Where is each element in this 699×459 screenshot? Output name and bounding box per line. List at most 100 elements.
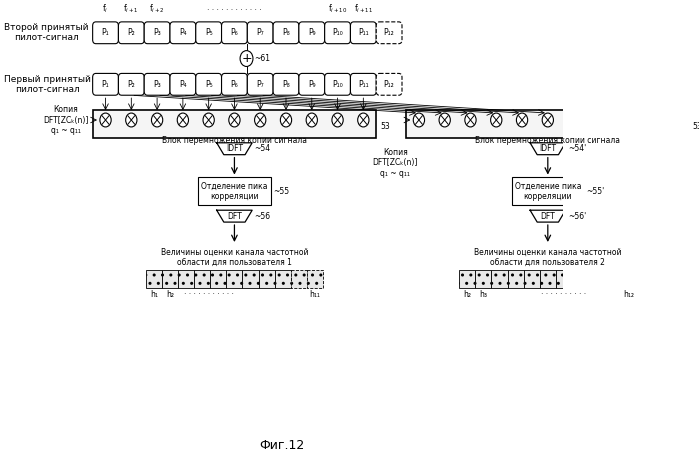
FancyBboxPatch shape (299, 22, 324, 44)
Text: IDFT: IDFT (540, 144, 556, 153)
Circle shape (100, 113, 111, 127)
FancyBboxPatch shape (376, 22, 402, 44)
Bar (512, 178, 584, 205)
Text: Отделение пика
корреляции: Отделение пика корреляции (514, 182, 581, 201)
Circle shape (332, 113, 343, 127)
Text: Блок перемножения копии сигнала: Блок перемножения копии сигнала (475, 136, 620, 145)
Text: P₅: P₅ (205, 28, 212, 37)
FancyBboxPatch shape (247, 73, 273, 95)
Circle shape (203, 113, 215, 127)
Bar (275, 270, 291, 287)
FancyBboxPatch shape (324, 22, 350, 44)
FancyBboxPatch shape (273, 73, 299, 95)
Text: P₁₂: P₁₂ (384, 28, 394, 37)
Text: Отделение пика
корреляции: Отделение пика корреляции (201, 182, 268, 201)
Text: P₁₁: P₁₁ (358, 28, 368, 37)
Bar (588, 270, 604, 287)
Text: 53': 53' (692, 123, 699, 131)
Bar (210, 270, 226, 287)
Circle shape (254, 113, 266, 127)
Text: P₉: P₉ (308, 28, 315, 37)
Text: Величины оценки канала частотной
области для пользователя 2: Величины оценки канала частотной области… (474, 248, 621, 267)
Circle shape (491, 113, 502, 127)
Text: P₈: P₈ (282, 80, 290, 89)
Bar (199, 178, 271, 205)
Text: h₂: h₂ (463, 291, 471, 299)
Text: P₉: P₉ (308, 80, 315, 89)
Circle shape (229, 113, 240, 127)
Text: ~56': ~56' (568, 212, 586, 221)
Bar (259, 270, 275, 287)
FancyBboxPatch shape (118, 22, 144, 44)
Text: ~55': ~55' (586, 187, 605, 196)
Text: P₆: P₆ (231, 28, 238, 37)
Bar (226, 270, 243, 287)
Polygon shape (217, 210, 252, 222)
Text: ~56: ~56 (254, 212, 271, 221)
Circle shape (542, 113, 554, 127)
Text: P₇: P₇ (257, 28, 264, 37)
Text: P₄: P₄ (179, 80, 187, 89)
Text: Первый принятый
пилот-сигнал: Первый принятый пилот-сигнал (4, 75, 91, 94)
Bar (291, 270, 307, 287)
FancyBboxPatch shape (196, 73, 222, 95)
Bar (93, 110, 376, 138)
Text: Фиг.12: Фиг.12 (259, 439, 304, 452)
Text: · · · · · · · · · · ·: · · · · · · · · · · · (184, 291, 233, 299)
Circle shape (280, 113, 291, 127)
FancyBboxPatch shape (222, 22, 247, 44)
Circle shape (671, 113, 682, 127)
Circle shape (465, 113, 476, 127)
Text: 53: 53 (380, 123, 390, 131)
Bar (146, 270, 162, 287)
Text: ~54: ~54 (254, 144, 271, 153)
Circle shape (413, 113, 424, 127)
Circle shape (152, 113, 163, 127)
Text: h₁₂: h₁₂ (623, 291, 634, 299)
Text: P₃: P₃ (153, 28, 161, 37)
Polygon shape (530, 210, 565, 222)
Text: P₃: P₃ (153, 80, 161, 89)
Text: f$_{i+11}$: f$_{i+11}$ (354, 2, 373, 15)
Text: DFT: DFT (227, 212, 242, 221)
Text: · · · · · · · · · · · ·: · · · · · · · · · · · · (207, 6, 261, 15)
Text: f$_{i+2}$: f$_{i+2}$ (150, 2, 165, 15)
FancyBboxPatch shape (324, 73, 350, 95)
Bar (620, 270, 636, 287)
Circle shape (645, 113, 656, 127)
Text: Второй принятый
пилот-сигнал: Второй принятый пилот-сигнал (4, 23, 89, 43)
Bar (540, 270, 556, 287)
FancyBboxPatch shape (93, 22, 118, 44)
Text: P₂: P₂ (127, 80, 135, 89)
FancyBboxPatch shape (196, 22, 222, 44)
Text: ~54': ~54' (568, 144, 586, 153)
Circle shape (568, 113, 579, 127)
Text: f$_{i+1}$: f$_{i+1}$ (124, 2, 139, 15)
FancyBboxPatch shape (376, 73, 402, 95)
Text: Копия
DFT[ZCₖ(n)]
q₁ ~ q₁₁: Копия DFT[ZCₖ(n)] q₁ ~ q₁₁ (373, 148, 418, 178)
Bar (604, 270, 620, 287)
Text: Блок перемножения копии сигнала: Блок перемножения копии сигнала (162, 136, 307, 145)
Bar (572, 270, 588, 287)
Text: Величины оценки канала частотной
области для пользователя 1: Величины оценки канала частотной области… (161, 248, 308, 267)
Bar (243, 270, 259, 287)
FancyBboxPatch shape (350, 22, 376, 44)
FancyBboxPatch shape (170, 73, 196, 95)
Text: ~61: ~61 (254, 54, 271, 63)
Text: ~55: ~55 (273, 187, 289, 196)
Bar (406, 110, 690, 138)
Text: P₈: P₈ (282, 28, 290, 37)
FancyBboxPatch shape (144, 73, 170, 95)
FancyBboxPatch shape (144, 22, 170, 44)
Text: P₄: P₄ (179, 28, 187, 37)
Circle shape (593, 113, 605, 127)
Circle shape (240, 50, 253, 67)
Text: Копия
DFT[ZCₖ(n)]
q₁ ~ q₁₁: Копия DFT[ZCₖ(n)] q₁ ~ q₁₁ (43, 105, 89, 135)
Circle shape (178, 113, 189, 127)
Circle shape (619, 113, 630, 127)
Bar (459, 270, 475, 287)
Text: P₁₁: P₁₁ (358, 80, 368, 89)
Bar (194, 270, 210, 287)
Text: P₇: P₇ (257, 80, 264, 89)
FancyBboxPatch shape (273, 22, 299, 44)
